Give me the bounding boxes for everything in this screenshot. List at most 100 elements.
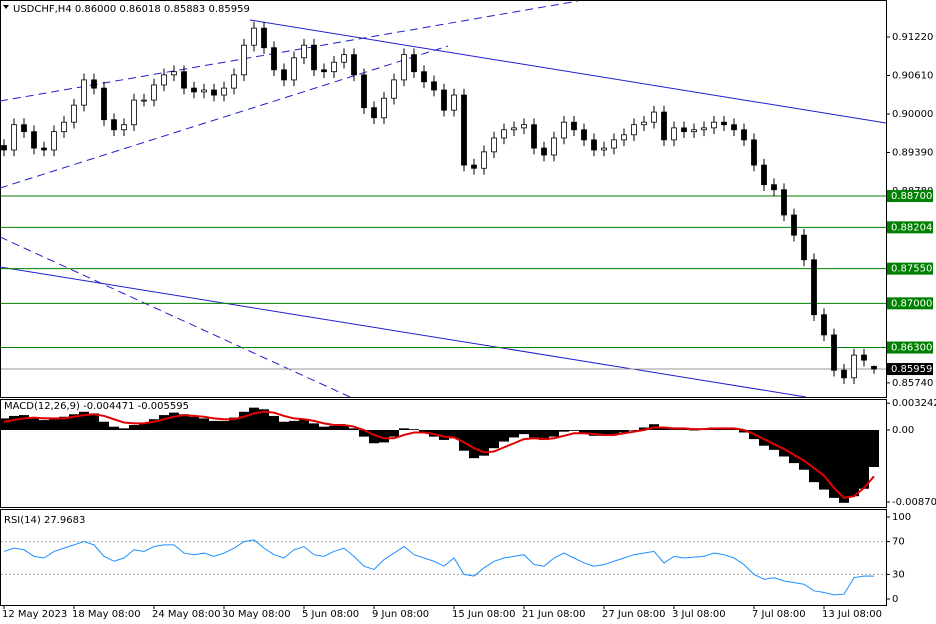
menu-triangle[interactable] [3,5,9,9]
macd-bar [69,414,79,430]
candle-body [401,54,407,81]
y-tick-label: 0.85740 [892,378,933,389]
candle-body [201,89,207,93]
macd-bar [289,420,299,430]
x-tick-label: 21 Jun 08:00 [522,609,586,620]
candle-body [741,129,747,141]
candle-body [231,74,237,89]
macd-bar [319,426,329,430]
macd-bar [169,412,179,430]
candle-body [761,164,767,186]
level-label-box [887,262,933,275]
macd-bar [39,420,49,430]
candle-body [311,44,317,71]
candle-body [691,129,697,133]
macd-bar [489,429,499,449]
candle-body [1,145,7,151]
candle-body [261,27,267,49]
macd-bar [789,429,799,464]
y-tick-label: 0.90000 [892,109,933,120]
candle-body [841,369,847,379]
macd-bar [399,428,409,430]
candle-body [251,27,257,46]
candle-body [361,74,367,109]
macd-bar [729,429,739,430]
candle-body [871,366,877,370]
candle-body [281,69,287,81]
candle-body [41,147,47,151]
level-label-box [887,221,933,234]
candle-body [791,214,797,236]
candle-body [521,124,527,129]
macd-bar [349,428,359,430]
macd-bar [809,429,819,483]
macd-title: MACD(12,26,9) -0.004471 -0.005595 [4,401,189,412]
candle-body [681,127,687,133]
macd-bar [149,419,159,430]
macd-bar [0,418,9,430]
macd-bar [99,421,109,430]
macd-bar [229,417,239,430]
candle-body [531,124,537,149]
macd-bar [479,429,489,456]
candle-body [571,121,577,131]
x-tick-label: 24 May 08:00 [152,609,221,620]
x-tick-label: 18 May 08:00 [72,609,141,620]
x-tick-label: 13 Jul 08:00 [822,609,882,620]
last-price-label: 0.85959 [891,364,932,375]
macd-bar [109,426,119,430]
level-label: 0.88700 [891,191,932,202]
x-tick-label: 5 Jun 08:00 [302,609,359,620]
candle-body [541,147,547,156]
level-label: 0.88204 [891,222,932,233]
candle-body [501,129,507,139]
candle-body [131,99,137,126]
candle-body [601,147,607,151]
candle-body [241,44,247,76]
macd-bar [59,416,69,430]
macd-bar [519,429,529,435]
macd-bar [209,420,219,430]
candle-body [321,69,327,73]
candle-body [701,127,707,131]
y-tick-label: 0 [892,594,898,605]
macd-bar [339,425,349,430]
macd-bar [139,422,149,430]
candle-body [411,54,417,73]
macd-bar [449,429,459,439]
x-tick-label: 30 May 08:00 [222,609,291,620]
macd-bar [539,429,549,440]
candle-body [11,124,17,151]
macd-bar [579,429,589,434]
candle-body [171,71,177,76]
candle-body [141,99,147,102]
candle-body [31,131,37,149]
candle-body [511,127,517,131]
candle-body [91,79,97,89]
candle-body [291,57,297,81]
x-tick-label: 15 Jun 08:00 [452,609,516,620]
macd-bar [739,429,749,433]
candle-body [471,164,477,169]
macd-bar [379,429,389,443]
y-tick-label: 0.91220 [892,32,933,43]
channel-line [0,45,449,189]
macd-bar [679,429,689,430]
candle-body [611,139,617,149]
macd-bar [849,429,859,497]
macd-bar [389,429,399,437]
candle-body [551,137,557,156]
x-tick-label: 9 Jun 08:00 [372,609,429,620]
macd-bar [309,423,319,430]
candle-body [101,87,107,121]
candle-body [621,134,627,141]
chart-title: USDCHF,H4 0.86000 0.86018 0.85883 0.8595… [13,4,250,15]
macd-bar [9,415,19,430]
macd-bar [859,429,869,489]
macd-bar [129,425,139,430]
macd-bar [439,429,449,440]
x-tick-label: 27 Jun 08:00 [602,609,666,620]
x-tick-label: 12 May 2023 [2,609,67,620]
macd-bar [619,429,629,433]
